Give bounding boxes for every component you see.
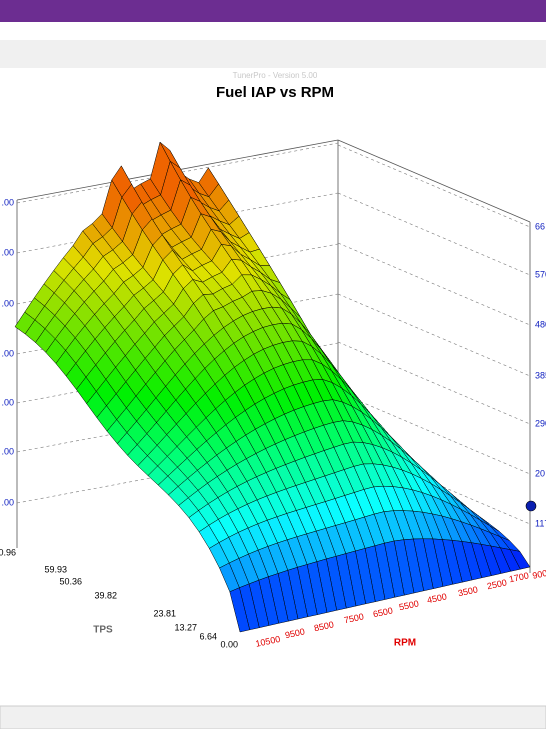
rpm-axis-label: RPM <box>394 638 416 649</box>
grid-line <box>337 293 531 377</box>
grid-line <box>337 341 531 425</box>
tps-tick-label: 23.81 <box>153 608 176 618</box>
status-bar <box>0 705 546 729</box>
right-tick-label: 117 <box>535 518 546 528</box>
tps-tick-label: 39.82 <box>94 590 117 600</box>
rpm-tick-label: 7500 <box>343 611 365 625</box>
grid-line <box>337 242 531 326</box>
right-tick-label: 480 <box>535 319 546 329</box>
rpm-tick-label: 8500 <box>313 619 335 633</box>
left-tick-label: .00 <box>1 247 14 257</box>
left-tick-label: .00 <box>1 197 14 207</box>
version-text: TunerPro - Version 5.00 <box>233 71 318 80</box>
rpm-tick-label: 1700 <box>508 570 530 584</box>
left-tick-label: .00 <box>1 397 14 407</box>
right-tick-label: 20 <box>535 468 545 478</box>
rpm-tick-label: 900 <box>531 568 546 581</box>
tps-tick-label: 13.27 <box>174 622 197 632</box>
rpm-tick-label: 2500 <box>486 577 508 591</box>
tps-tick-label: 0.00 <box>220 639 238 649</box>
rpm-tick-label: 4500 <box>426 591 448 605</box>
tps-tick-label: 50.36 <box>59 576 82 586</box>
surface <box>14 141 531 633</box>
chart-title: Fuel IAP vs RPM <box>216 84 334 101</box>
title-bar <box>0 0 546 22</box>
tps-tick-label: 0.96 <box>0 547 16 557</box>
rpm-tick-label: 3500 <box>457 584 479 598</box>
surface-cell <box>229 587 251 633</box>
rpm-tick-label: 5500 <box>398 598 420 612</box>
tps-tick-label: 59.93 <box>44 564 67 574</box>
tps-axis-label: TPS <box>93 625 113 636</box>
right-tick-label: 570 <box>535 269 546 279</box>
grid-line <box>337 144 531 228</box>
right-tick-label: 66 <box>535 221 545 231</box>
grid-line <box>337 192 531 276</box>
left-tick-label: .00 <box>1 497 14 507</box>
toolbar <box>0 40 546 68</box>
left-tick-label: .00 <box>1 298 14 308</box>
cursor-dot <box>525 500 537 512</box>
rpm-tick-label: 6500 <box>372 605 394 619</box>
right-tick-label: 385 <box>535 370 546 380</box>
rpm-tick-label: 9500 <box>284 626 306 640</box>
left-tick-label: .00 <box>1 348 14 358</box>
left-tick-label: .00 <box>1 446 14 456</box>
right-tick-label: 290 <box>535 418 546 428</box>
tps-tick-label: 6.64 <box>199 631 217 641</box>
grid-line <box>337 391 531 475</box>
